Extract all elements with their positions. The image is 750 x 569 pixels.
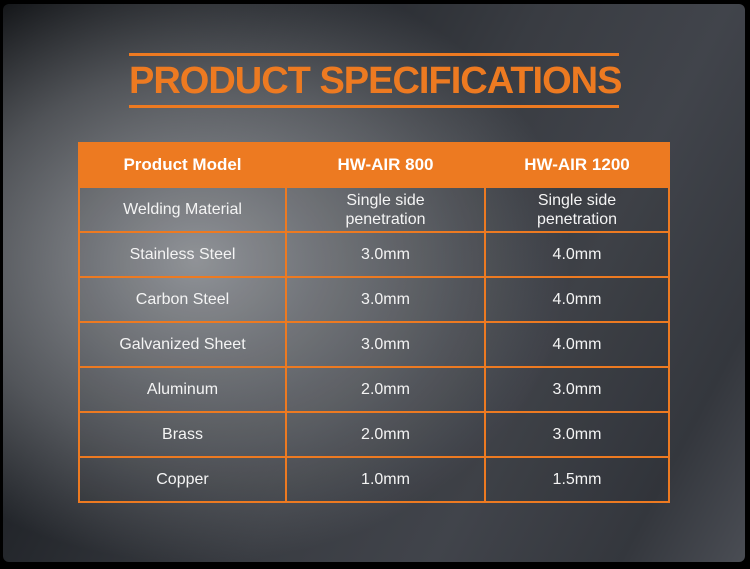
spec-value-cell: 3.0mm [484, 411, 670, 458]
spec-value-cell: 1.0mm [285, 456, 486, 503]
backdrop: PRODUCT SPECIFICATIONS Product Model HW-… [3, 4, 745, 562]
spec-value-cell: 3.0mm [484, 366, 670, 413]
spec-value-cell: Single side penetration [484, 186, 670, 233]
column-header-hw-air-1200: HW-AIR 1200 [484, 142, 670, 188]
title-block: PRODUCT SPECIFICATIONS [129, 53, 622, 108]
row-label-cell: Galvanized Sheet [78, 321, 287, 368]
spec-value-cell: 1.5mm [484, 456, 670, 503]
table-row: Galvanized Sheet 3.0mm 4.0mm [78, 321, 670, 368]
spec-value-cell: 4.0mm [484, 276, 670, 323]
spec-value-cell: 3.0mm [285, 321, 486, 368]
spec-value-cell: 3.0mm [285, 231, 486, 278]
table-row: Aluminum 2.0mm 3.0mm [78, 366, 670, 413]
spec-value-cell: 2.0mm [285, 411, 486, 458]
row-label-cell: Welding Material [78, 186, 287, 233]
row-label-cell: Copper [78, 456, 287, 503]
spec-value-cell: 3.0mm [285, 276, 486, 323]
row-label-cell: Aluminum [78, 366, 287, 413]
spec-value-cell: 4.0mm [484, 321, 670, 368]
table-header-row: Product Model HW-AIR 800 HW-AIR 1200 [78, 142, 670, 188]
column-header-hw-air-800: HW-AIR 800 [285, 142, 486, 188]
table-row: Brass 2.0mm 3.0mm [78, 411, 670, 458]
table-row: Carbon Steel 3.0mm 4.0mm [78, 276, 670, 323]
spec-value-cell: 4.0mm [484, 231, 670, 278]
title-rule-top [129, 53, 619, 56]
spec-table: Product Model HW-AIR 800 HW-AIR 1200 Wel… [78, 142, 670, 503]
table-row: Copper 1.0mm 1.5mm [78, 456, 670, 503]
table-row: Stainless Steel 3.0mm 4.0mm [78, 231, 670, 278]
spec-value-cell: Single side penetration [285, 186, 486, 233]
spec-value-cell: 2.0mm [285, 366, 486, 413]
table-row: Welding Material Single side penetration S… [78, 186, 670, 233]
row-label-cell: Carbon Steel [78, 276, 287, 323]
page-title: PRODUCT SPECIFICATIONS [129, 60, 622, 102]
row-label-cell: Brass [78, 411, 287, 458]
title-rule-bottom [129, 105, 619, 108]
column-header-product-model: Product Model [78, 142, 287, 188]
row-label-cell: Stainless Steel [78, 231, 287, 278]
